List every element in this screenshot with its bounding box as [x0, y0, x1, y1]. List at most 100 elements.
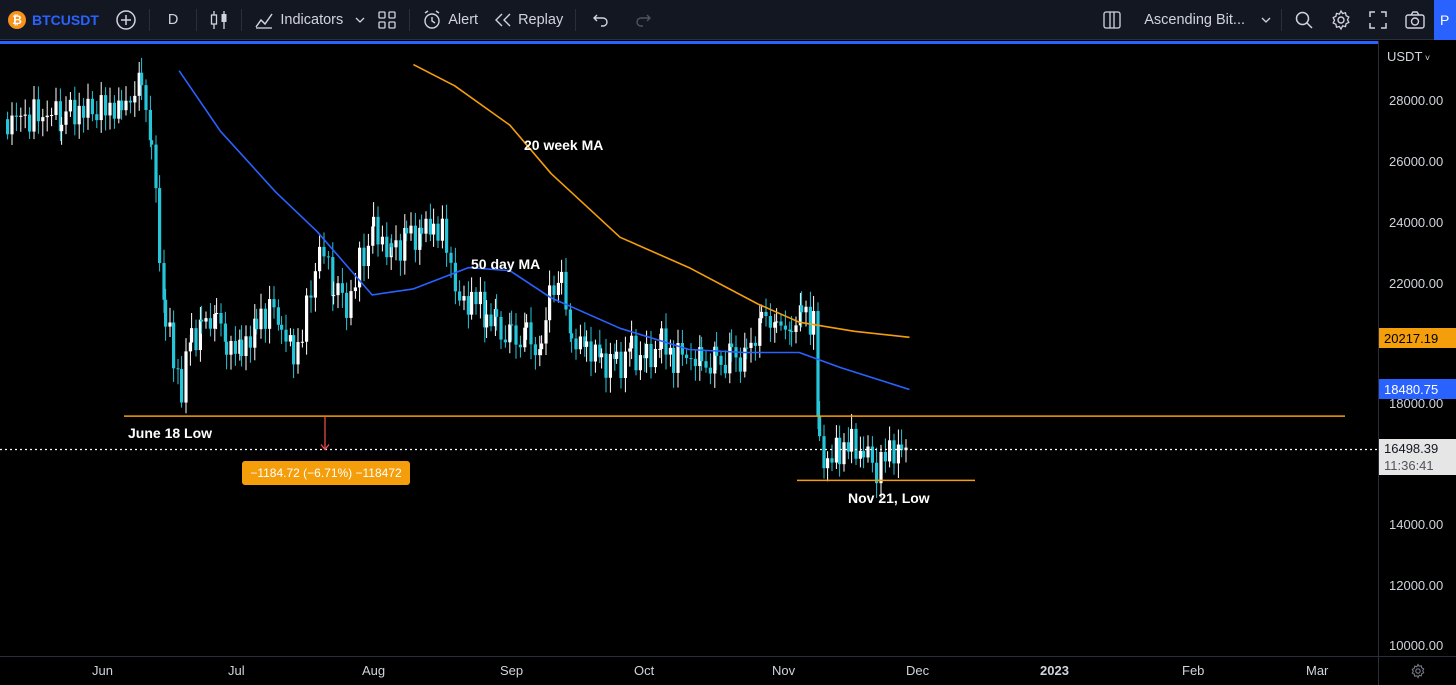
candle-body [120, 100, 124, 111]
settings-button[interactable] [1322, 0, 1360, 40]
candle-body [244, 336, 248, 357]
50-day-ma-line [178, 70, 910, 391]
redo-button[interactable] [622, 0, 664, 40]
candle-body [466, 296, 470, 315]
price-tick: 10000.00 [1389, 638, 1444, 653]
price-axis[interactable]: USDT ˅ 28000.00 26000.00 24000.00 22000.… [1378, 41, 1456, 656]
candle-body [168, 322, 172, 327]
templates-button[interactable] [369, 0, 405, 40]
candle-body [14, 115, 18, 117]
candle-body [518, 344, 522, 348]
indicators-button[interactable]: Indicators [246, 0, 351, 40]
candle-body [405, 227, 409, 234]
candle-body [164, 299, 168, 327]
candle-body [259, 308, 263, 330]
candle-body [248, 336, 252, 348]
candle-body [108, 102, 112, 116]
fullscreen-button[interactable] [1360, 0, 1396, 40]
candle-body [538, 349, 542, 356]
candle-body [764, 311, 768, 317]
undo-icon [593, 14, 608, 27]
candle-body [483, 291, 487, 328]
camera-icon [1405, 11, 1425, 29]
candle-body [600, 353, 604, 358]
price-tick: 28000.00 [1389, 93, 1444, 108]
candle-body [888, 440, 892, 462]
layout-button[interactable] [1094, 0, 1130, 40]
candle-body [816, 311, 820, 416]
candle-body [200, 319, 204, 322]
candle-body [525, 322, 529, 328]
candle-body [870, 446, 874, 463]
gear-icon [1332, 9, 1350, 31]
time-axis[interactable]: Jun Jul Aug Sep Oct Nov Dec 2023 Feb Mar [0, 656, 1378, 685]
candle-body [583, 336, 587, 347]
candle-body [133, 95, 137, 103]
candle-body [194, 328, 198, 351]
candle-body [643, 355, 647, 359]
candle-body [560, 271, 564, 283]
search-button[interactable] [1286, 0, 1322, 40]
candle-body [574, 338, 578, 350]
candle-body [19, 115, 23, 117]
candle-body [420, 227, 424, 234]
candle-body [634, 335, 638, 371]
candle-body [32, 99, 36, 132]
compare-add-button[interactable] [107, 0, 145, 40]
candle-body [499, 316, 503, 340]
candle-body [892, 440, 896, 464]
replay-button[interactable]: Replay [486, 0, 571, 40]
candle-body [409, 225, 413, 234]
candle-body [418, 227, 422, 250]
time-tick: Sep [500, 663, 524, 678]
favorites-dropdown[interactable] [351, 0, 369, 40]
candle-body [449, 252, 453, 263]
layout-dropdown[interactable] [1255, 0, 1277, 40]
nov-low-label: Nov 21, Low [848, 490, 930, 506]
indicators-label: Indicators [280, 11, 344, 28]
candle-body [779, 321, 783, 326]
candle-body [745, 347, 749, 349]
axis-settings-corner[interactable] [1378, 656, 1456, 685]
symbol-search[interactable]: ₿ BTCUSDT [0, 0, 107, 40]
gear-icon [1411, 663, 1425, 679]
candle-body [112, 102, 116, 119]
symbol-name: BTCUSDT [32, 11, 99, 28]
candle-body [548, 285, 552, 321]
publish-button[interactable]: P [1434, 0, 1456, 40]
layout-name-button[interactable]: Ascending Bit... [1130, 0, 1255, 40]
candle-body [445, 218, 449, 253]
candle-body [790, 331, 794, 333]
ma20w-label: 20 week MA [524, 137, 604, 153]
candle-body [708, 367, 712, 374]
candle-body [6, 119, 10, 135]
candle-body [866, 446, 870, 458]
candle-body [540, 343, 544, 350]
candle-body [280, 324, 284, 330]
interval-button[interactable]: D [154, 0, 192, 40]
candle-body [794, 325, 798, 332]
candle-body [238, 339, 242, 354]
candle-body [318, 246, 322, 272]
candle-body [345, 292, 349, 318]
currency-selector[interactable]: USDT ˅ [1387, 49, 1430, 64]
measure-result-box[interactable]: −1184.72 (−6.71%) −118472 [242, 461, 410, 485]
candle-body [896, 444, 900, 464]
candle-body [664, 328, 668, 355]
alert-button[interactable]: Alert [414, 0, 486, 40]
snapshot-button[interactable] [1396, 0, 1434, 40]
chart-type-button[interactable] [201, 0, 237, 40]
candle-body [578, 336, 582, 350]
candle-body [700, 347, 704, 362]
candle-body [77, 105, 81, 125]
undo-button[interactable] [580, 0, 622, 40]
candle-body [798, 305, 802, 326]
candle-body [188, 342, 192, 352]
candle-body [272, 299, 276, 308]
candle-body [331, 257, 335, 297]
candle-body [284, 329, 288, 342]
chart-pane[interactable]: 20 week MA 50 day MA June 18 Low Nov 21,… [0, 44, 1378, 656]
candle-body [568, 309, 572, 334]
candle-body [495, 309, 499, 317]
candle-body [529, 322, 533, 345]
